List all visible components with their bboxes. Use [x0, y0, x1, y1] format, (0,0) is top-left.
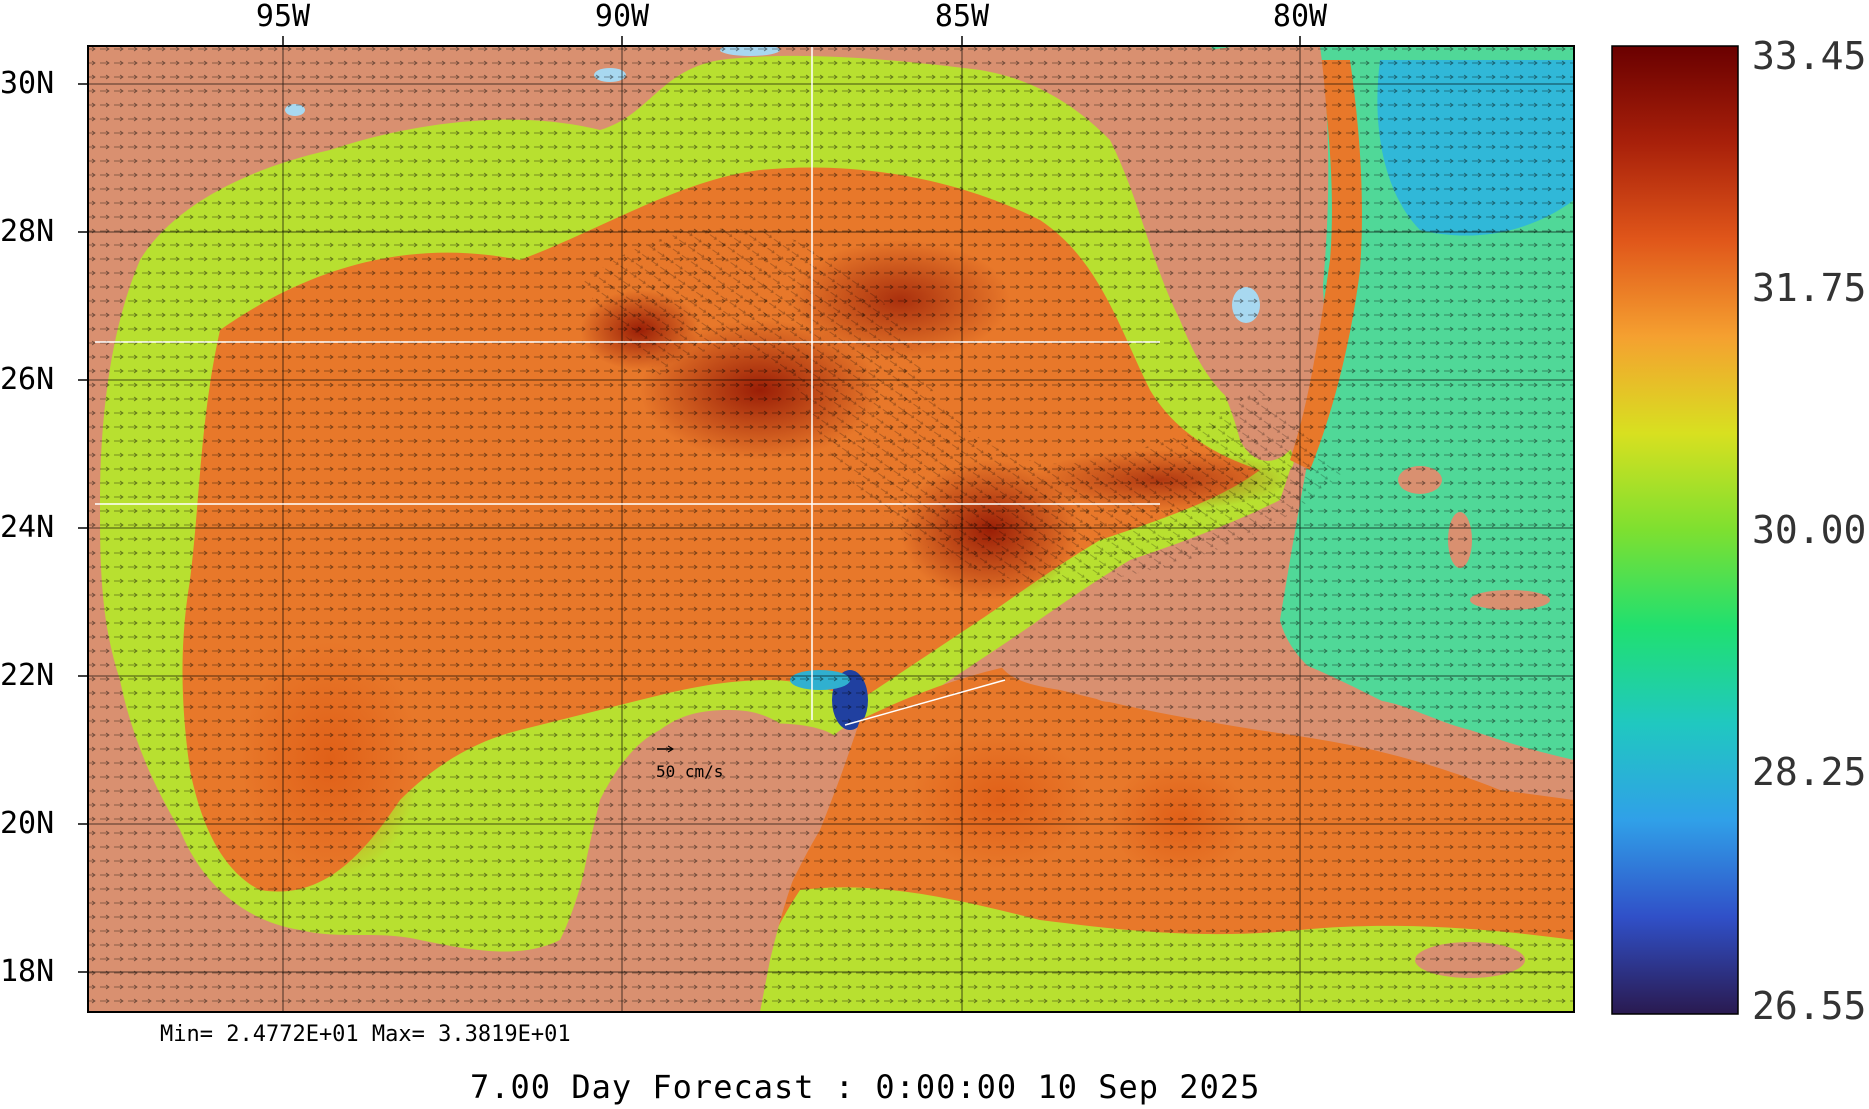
lat-label-18n: 18N — [0, 954, 55, 989]
colorbar-label-max: 33.45 — [1752, 34, 1867, 78]
lat-lon-grid — [88, 46, 1574, 1012]
lon-label-85w: 85W — [934, 0, 990, 34]
lon-label-90w: 90W — [594, 0, 650, 34]
map-frame — [87, 45, 1575, 1013]
lon-label-95w: 95W — [255, 0, 311, 34]
scale-label: 50 cm/s — [656, 762, 724, 781]
forecast-time-label: 7.00 Day Forecast : 0:00:00 10 Sep 2025 — [470, 1068, 1261, 1106]
colorbar-label-4: 28.25 — [1752, 750, 1867, 794]
lat-label-20n: 20N — [0, 806, 55, 841]
lon-label-80w: 80W — [1272, 0, 1328, 34]
lat-label-28n: 28N — [0, 214, 55, 249]
colorbar-label-3: 30.00 — [1752, 508, 1867, 552]
colorbar-label-min: 26.55 — [1752, 984, 1867, 1028]
min-max-readout: Min= 2.4772E+01 Max= 3.3819E+01 — [160, 1022, 571, 1047]
lat-label-30n: 30N — [0, 66, 55, 101]
colorbar-label-2: 31.75 — [1752, 266, 1867, 310]
current-vectors — [88, 46, 1574, 1012]
lat-label-22n: 22N — [0, 658, 55, 693]
scale-arrow — [657, 745, 675, 753]
lat-label-26n: 26N — [0, 362, 55, 397]
lat-label-24n: 24N — [0, 510, 55, 545]
colorbar — [1611, 45, 1739, 1015]
